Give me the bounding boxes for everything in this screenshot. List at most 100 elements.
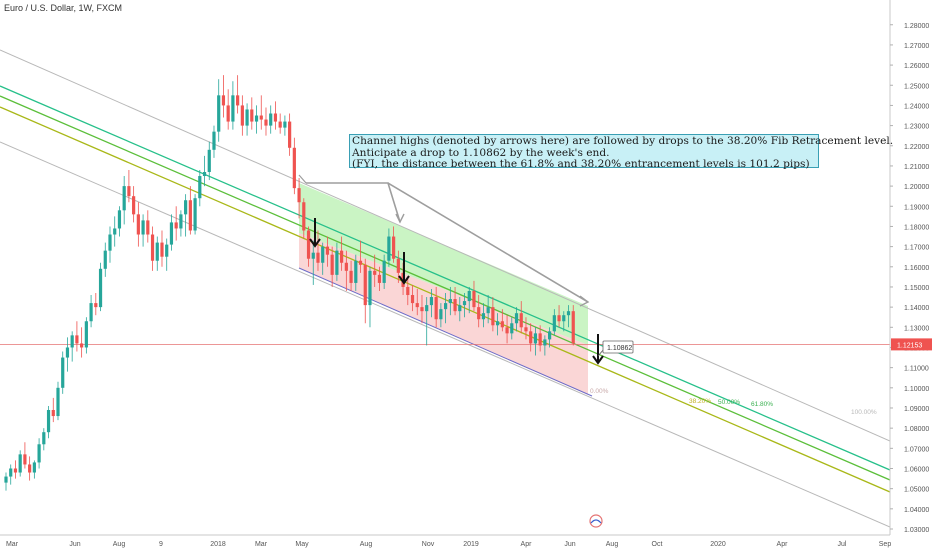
candle[interactable] [23, 442, 27, 469]
candle[interactable] [89, 295, 93, 328]
candle[interactable] [32, 460, 36, 479]
candle[interactable] [245, 103, 249, 136]
candle[interactable] [514, 307, 519, 332]
candle[interactable] [127, 169, 131, 203]
candle[interactable] [117, 206, 122, 237]
candle[interactable] [321, 242, 325, 275]
candle[interactable] [13, 460, 18, 479]
candle[interactable] [481, 303, 486, 328]
candle[interactable] [4, 472, 8, 491]
candle[interactable] [283, 115, 287, 136]
candle[interactable] [70, 331, 74, 362]
candle[interactable] [344, 250, 348, 291]
candle[interactable] [273, 101, 278, 130]
candle[interactable] [335, 242, 339, 281]
candle[interactable] [217, 79, 221, 142]
candle[interactable] [288, 113, 292, 156]
candle[interactable] [56, 381, 60, 421]
candle[interactable] [236, 75, 240, 114]
candle[interactable] [9, 464, 13, 485]
candles[interactable] [4, 75, 575, 491]
candle[interactable] [188, 186, 192, 235]
candle[interactable] [406, 276, 410, 306]
candle[interactable] [94, 293, 98, 316]
candle[interactable] [524, 317, 528, 340]
candle[interactable] [278, 113, 282, 134]
candle[interactable] [292, 137, 296, 195]
candle[interactable] [429, 288, 434, 318]
candle[interactable] [420, 295, 424, 324]
candle[interactable] [207, 141, 211, 181]
candle[interactable] [491, 297, 495, 332]
candle[interactable] [254, 105, 259, 134]
candle[interactable] [477, 295, 481, 328]
candle[interactable] [231, 81, 235, 130]
candle[interactable] [373, 254, 377, 287]
candle[interactable] [98, 262, 103, 312]
candle[interactable] [264, 107, 268, 136]
candle[interactable] [462, 293, 467, 318]
candle[interactable] [61, 351, 65, 394]
candle[interactable] [434, 286, 438, 328]
candle[interactable] [122, 176, 126, 225]
candle[interactable] [113, 216, 117, 247]
candle[interactable] [510, 317, 514, 340]
candle[interactable] [37, 438, 41, 469]
candle[interactable] [458, 297, 462, 322]
candle[interactable] [330, 246, 334, 287]
candle[interactable] [467, 286, 471, 314]
candle[interactable] [51, 397, 55, 423]
candle[interactable] [46, 405, 51, 439]
candle[interactable] [226, 89, 230, 130]
candle[interactable] [250, 97, 254, 130]
candle[interactable] [221, 75, 226, 118]
candle[interactable] [396, 250, 400, 283]
candle[interactable] [363, 258, 367, 324]
candle[interactable] [269, 105, 273, 134]
candle[interactable] [358, 240, 363, 273]
candle[interactable] [84, 317, 88, 354]
candle[interactable] [557, 305, 561, 328]
candle[interactable] [392, 226, 396, 263]
candle[interactable] [42, 428, 46, 451]
candle[interactable] [240, 95, 244, 136]
candle[interactable] [174, 206, 178, 241]
candle[interactable] [543, 335, 547, 356]
candle[interactable] [529, 323, 533, 352]
candle[interactable] [150, 226, 155, 271]
candle[interactable] [368, 266, 372, 328]
candle[interactable] [311, 240, 315, 285]
candle[interactable] [108, 226, 112, 263]
candle[interactable] [505, 315, 509, 344]
candle[interactable] [184, 194, 188, 237]
candle[interactable] [472, 280, 476, 312]
candle[interactable] [448, 286, 452, 316]
candle[interactable] [141, 214, 145, 247]
candle[interactable] [519, 301, 523, 334]
candle[interactable] [566, 305, 571, 328]
candle[interactable] [425, 297, 429, 346]
candle[interactable] [165, 238, 169, 271]
candle[interactable] [80, 327, 84, 358]
candle[interactable] [533, 327, 538, 356]
candle[interactable] [439, 303, 443, 328]
candle[interactable] [193, 194, 197, 235]
candle[interactable] [562, 311, 566, 332]
candle[interactable] [340, 236, 344, 271]
candle[interactable] [410, 284, 415, 312]
candle[interactable] [179, 210, 183, 237]
candle[interactable] [146, 210, 150, 243]
candle[interactable] [316, 230, 320, 271]
candle[interactable] [415, 288, 419, 316]
candle[interactable] [325, 236, 330, 267]
candle[interactable] [571, 305, 575, 346]
candle[interactable] [354, 254, 358, 291]
candle[interactable] [444, 293, 448, 324]
candle[interactable] [453, 286, 457, 316]
candle[interactable] [136, 202, 140, 247]
candle[interactable] [28, 456, 32, 481]
candle[interactable] [486, 295, 490, 324]
candle[interactable] [212, 125, 216, 158]
candle[interactable] [297, 178, 301, 219]
